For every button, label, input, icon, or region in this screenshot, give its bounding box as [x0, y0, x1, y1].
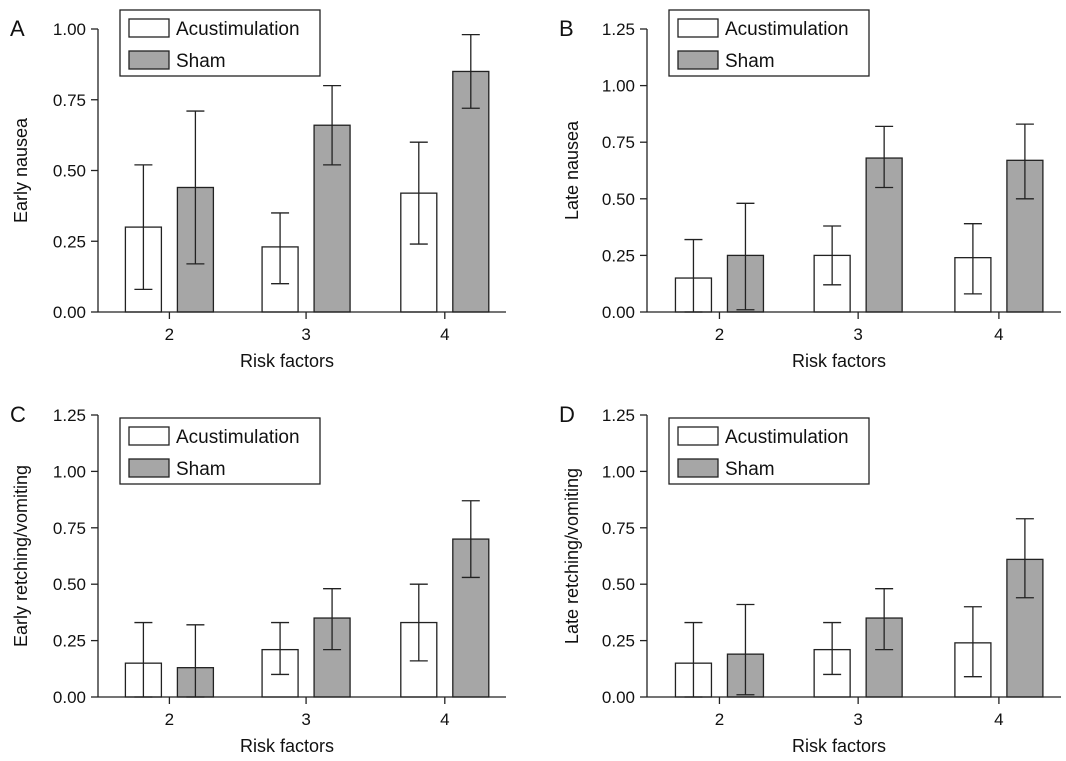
legend-swatch — [128, 50, 170, 70]
x-tick-label: 3 — [853, 710, 862, 729]
x-tick-label: 4 — [994, 710, 1003, 729]
legend-swatch — [677, 458, 719, 478]
panel-a: A 0.00 0.25 0.50 0.75 1.00 2 3 4 Risk factors Earl… — [10, 9, 506, 371]
x-tick-label: 3 — [301, 710, 310, 729]
legend-label: Acustimulation — [725, 19, 849, 40]
legend-swatch — [677, 18, 719, 38]
y-tick-label: 1.25 — [602, 406, 635, 425]
x-tick-label: 2 — [165, 710, 174, 729]
legend-label: Sham — [176, 51, 226, 72]
legend: Acustimulation Sham — [119, 9, 321, 77]
panel-d: D 0.00 0.25 0.50 0.75 1.00 1.25 2 3 4 Risk factors… — [559, 402, 1061, 756]
y-tick-label: 0.50 — [53, 575, 86, 594]
legend-swatch — [128, 458, 170, 478]
y-tick-label: 0.00 — [602, 303, 635, 322]
y-tick-label: 0.50 — [602, 190, 635, 209]
y-tick-label: 1.25 — [602, 20, 635, 39]
x-tick-label: 4 — [440, 325, 449, 344]
panel-letter: D — [559, 402, 575, 427]
y-tick-label: 0.25 — [53, 232, 86, 251]
legend-swatch — [128, 426, 170, 446]
x-axis-label: Risk factors — [792, 736, 886, 756]
panel-c: C 0.00 0.25 0.50 0.75 1.00 1.25 2 3 4 Risk factors… — [10, 402, 506, 756]
x-tick-label: 4 — [440, 710, 449, 729]
y-axis-label: Early nausea — [11, 117, 31, 223]
legend-label: Acustimulation — [176, 427, 300, 448]
legend-swatch — [128, 18, 170, 38]
y-tick-label: 1.00 — [53, 462, 86, 481]
y-tick-label: 0.00 — [53, 303, 86, 322]
y-tick-label: 0.00 — [602, 688, 635, 707]
x-axis-label: Risk factors — [792, 351, 886, 371]
panel-letter: B — [559, 16, 574, 41]
panel-letter: C — [10, 402, 26, 427]
panel-b: B 0.00 0.25 0.50 0.75 1.00 1.25 2 3 4 Risk factors… — [559, 9, 1061, 371]
y-tick-label: 1.25 — [53, 406, 86, 425]
x-axis-label: Risk factors — [240, 736, 334, 756]
legend-label: Sham — [725, 51, 775, 72]
y-tick-label: 0.25 — [602, 632, 635, 651]
y-tick-label: 0.75 — [602, 133, 635, 152]
y-tick-label: 0.25 — [53, 632, 86, 651]
legend-label: Sham — [725, 459, 775, 480]
x-tick-label: 2 — [715, 325, 724, 344]
y-tick-label: 0.50 — [602, 575, 635, 594]
legend: Acustimulation Sham — [668, 417, 870, 485]
y-tick-label: 0.25 — [602, 246, 635, 265]
legend: Acustimulation Sham — [668, 9, 870, 77]
legend: Acustimulation Sham — [119, 417, 321, 485]
y-tick-label: 1.00 — [53, 20, 86, 39]
y-tick-label: 1.00 — [602, 462, 635, 481]
y-tick-label: 0.75 — [53, 91, 86, 110]
x-tick-label: 4 — [994, 325, 1003, 344]
legend-label: Acustimulation — [176, 19, 300, 40]
x-tick-label: 2 — [165, 325, 174, 344]
legend-swatch — [677, 426, 719, 446]
y-tick-label: 0.75 — [53, 519, 86, 538]
y-tick-label: 0.75 — [602, 519, 635, 538]
x-tick-label: 2 — [715, 710, 724, 729]
y-axis-label: Early retching/vomiting — [11, 465, 31, 647]
y-tick-label: 0.50 — [53, 162, 86, 181]
legend-label: Acustimulation — [725, 427, 849, 448]
panel-letter: A — [10, 16, 25, 41]
y-axis-label: Late nausea — [562, 120, 582, 220]
x-axis-label: Risk factors — [240, 351, 334, 371]
legend-label: Sham — [176, 459, 226, 480]
y-tick-label: 0.00 — [53, 688, 86, 707]
x-tick-label: 3 — [853, 325, 862, 344]
x-tick-label: 3 — [301, 325, 310, 344]
y-tick-label: 1.00 — [602, 77, 635, 96]
legend-swatch — [677, 50, 719, 70]
y-axis-label: Late retching/vomiting — [562, 468, 582, 644]
